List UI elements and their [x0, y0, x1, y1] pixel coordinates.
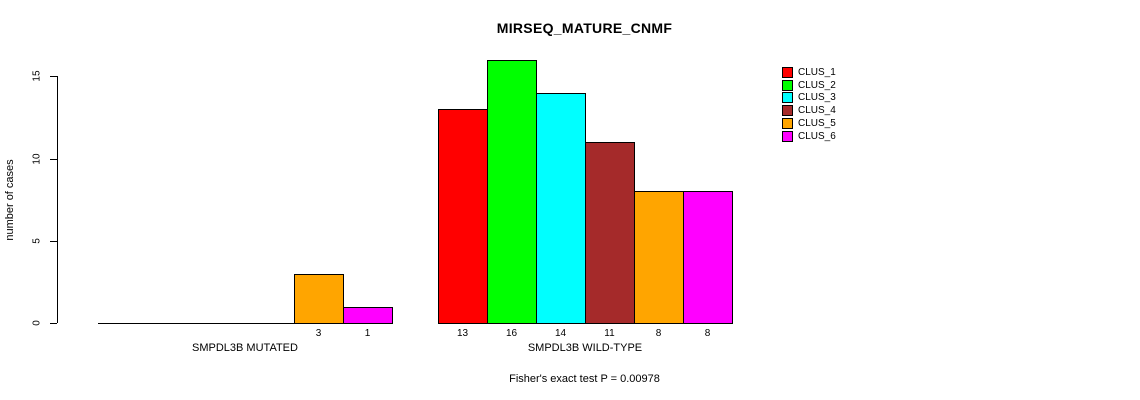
legend-label: CLUS_5: [798, 118, 836, 130]
bar-value-label: 3: [315, 328, 322, 339]
legend-swatch: [782, 118, 793, 130]
bar-value-label: 13: [456, 328, 469, 339]
bar: [343, 307, 393, 324]
bar: [634, 191, 684, 324]
chart-title: MIRSEQ_MATURE_CNMF: [496, 20, 673, 36]
legend-swatch: [782, 92, 793, 104]
legend-swatch: [782, 105, 793, 117]
legend-label: CLUS_1: [798, 66, 836, 78]
legend-item: CLUS_5: [782, 117, 836, 130]
legend-item: CLUS_2: [782, 79, 836, 92]
bar-value-label: 8: [704, 328, 711, 339]
legend: CLUS_1 CLUS_2 CLUS_3 CLUS_4 CLUS_5 CLUS_6: [782, 66, 836, 143]
bar: [585, 142, 635, 324]
legend-label: CLUS_3: [798, 92, 836, 104]
legend-item: CLUS_3: [782, 92, 836, 105]
y-tick: [50, 158, 57, 160]
bar-value-label: 8: [655, 328, 662, 339]
legend-label: CLUS_6: [798, 130, 836, 142]
y-axis-line: [57, 76, 58, 323]
bar: [438, 109, 488, 324]
group-baseline: [98, 323, 393, 324]
y-tick: [50, 240, 57, 242]
bar: [294, 274, 344, 324]
legend-label: CLUS_4: [798, 105, 836, 117]
bar-value-label: 16: [505, 328, 518, 339]
legend-item: CLUS_6: [782, 130, 836, 143]
bar-value-label: 14: [554, 328, 567, 339]
legend-swatch: [782, 130, 793, 142]
group-label: SMPDL3B MUTATED: [192, 342, 298, 354]
legend-item: CLUS_4: [782, 104, 836, 117]
y-tick: [50, 76, 57, 78]
bar-value-label: 11: [604, 328, 615, 339]
y-tick-label: 10: [31, 152, 43, 165]
legend-item: CLUS_1: [782, 66, 836, 79]
bar: [683, 191, 733, 324]
legend-label: CLUS_2: [798, 79, 836, 91]
y-tick: [50, 323, 57, 324]
legend-swatch: [782, 79, 793, 91]
fisher-test-caption: Fisher's exact test P = 0.00978: [509, 373, 660, 385]
y-tick-label: 0: [31, 320, 43, 326]
bar: [487, 60, 537, 324]
legend-swatch: [782, 66, 793, 78]
bar-value-label: 1: [364, 328, 371, 339]
y-tick-label: 5: [31, 237, 43, 244]
bar: [536, 93, 586, 324]
y-tick-label: 15: [31, 70, 43, 82]
group-label: SMPDL3B WILD-TYPE: [527, 342, 643, 354]
